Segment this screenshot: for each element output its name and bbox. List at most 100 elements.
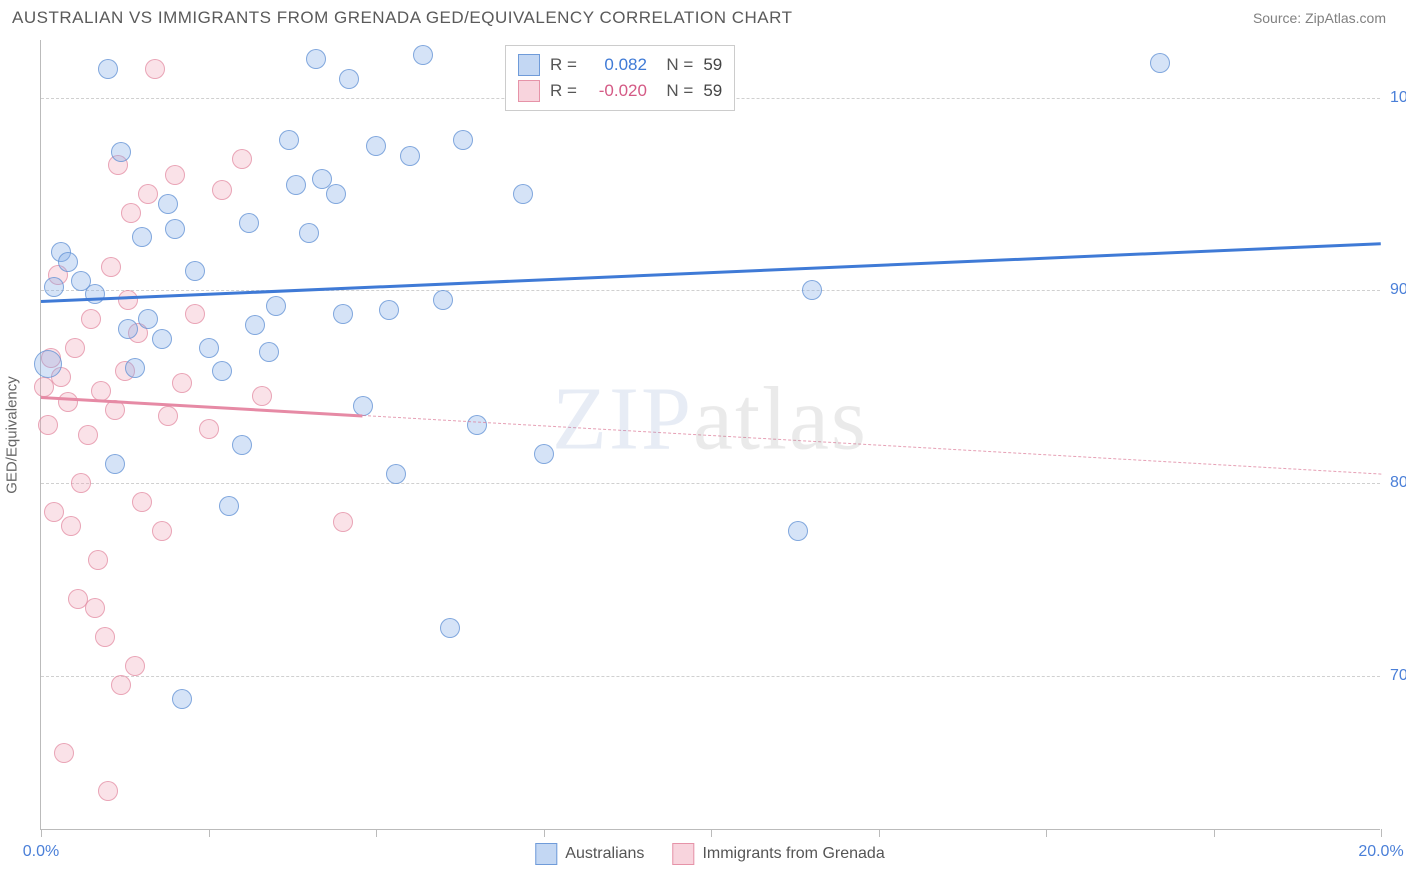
scatter-point [105, 454, 125, 474]
x-tick [376, 829, 377, 837]
chart-title: AUSTRALIAN VS IMMIGRANTS FROM GRENADA GE… [12, 8, 792, 28]
x-tick [209, 829, 210, 837]
scatter-point [85, 284, 105, 304]
trend-line [41, 396, 363, 417]
gridline [41, 483, 1380, 484]
scatter-point [44, 277, 64, 297]
scatter-point [81, 309, 101, 329]
scatter-point [111, 142, 131, 162]
scatter-point [185, 304, 205, 324]
scatter-point [232, 149, 252, 169]
scatter-point [61, 516, 81, 536]
scatter-point [88, 550, 108, 570]
scatter-point [34, 350, 62, 378]
scatter-point [232, 435, 252, 455]
scatter-point [333, 304, 353, 324]
y-axis-label: GED/Equivalency [4, 376, 21, 494]
scatter-point [172, 373, 192, 393]
r-label: R = [550, 55, 577, 75]
x-tick-label: 0.0% [23, 843, 59, 861]
scatter-point [386, 464, 406, 484]
scatter-point [91, 381, 111, 401]
scatter-point [111, 675, 131, 695]
scatter-point [306, 49, 326, 69]
swatch-pink-icon [672, 843, 694, 865]
y-tick-label: 70.0% [1390, 667, 1406, 685]
scatter-point [85, 598, 105, 618]
scatter-point [379, 300, 399, 320]
scatter-point [65, 338, 85, 358]
r-value-blue: 0.082 [587, 55, 647, 75]
scatter-point [534, 444, 554, 464]
scatter-point [400, 146, 420, 166]
legend-label-grenada: Immigrants from Grenada [702, 845, 884, 863]
gridline [41, 676, 1380, 677]
scatter-point [138, 184, 158, 204]
scatter-point [78, 425, 98, 445]
scatter-point [326, 184, 346, 204]
scatter-point [239, 213, 259, 233]
scatter-point [138, 309, 158, 329]
r-value-pink: -0.020 [587, 81, 647, 101]
swatch-blue-icon [535, 843, 557, 865]
scatter-point [172, 689, 192, 709]
r-label: R = [550, 81, 577, 101]
n-value-pink: 59 [703, 81, 722, 101]
scatter-point [413, 45, 433, 65]
x-tick [1046, 829, 1047, 837]
scatter-point [433, 290, 453, 310]
scatter-point [132, 227, 152, 247]
stats-row-blue: R = 0.082 N = 59 [518, 52, 722, 78]
stats-legend: R = 0.082 N = 59 R = -0.020 N = 59 [505, 45, 735, 111]
x-tick [544, 829, 545, 837]
n-label: N = [657, 81, 693, 101]
scatter-point [44, 502, 64, 522]
scatter-point [58, 252, 78, 272]
swatch-blue-icon [518, 54, 540, 76]
chart-container: 70.0%80.0%90.0%100.0%0.0%20.0% GED/Equiv… [40, 40, 1380, 830]
scatter-point [453, 130, 473, 150]
scatter-point [71, 473, 91, 493]
scatter-point [125, 358, 145, 378]
scatter-point [165, 219, 185, 239]
scatter-point [266, 296, 286, 316]
x-tick [1381, 829, 1382, 837]
chart-source: Source: ZipAtlas.com [1253, 10, 1386, 26]
legend-label-australians: Australians [565, 845, 644, 863]
scatter-point [212, 361, 232, 381]
y-tick-label: 90.0% [1390, 281, 1406, 299]
scatter-point [279, 130, 299, 150]
n-value-blue: 59 [703, 55, 722, 75]
scatter-point [245, 315, 265, 335]
scatter-point [121, 203, 141, 223]
scatter-point [299, 223, 319, 243]
scatter-point [1150, 53, 1170, 73]
x-tick [1214, 829, 1215, 837]
plot-area: 70.0%80.0%90.0%100.0%0.0%20.0% [40, 40, 1380, 830]
scatter-point [152, 329, 172, 349]
scatter-point [212, 180, 232, 200]
x-tick [879, 829, 880, 837]
scatter-point [339, 69, 359, 89]
scatter-point [259, 342, 279, 362]
scatter-point [366, 136, 386, 156]
scatter-point [185, 261, 205, 281]
scatter-point [58, 392, 78, 412]
x-tick [711, 829, 712, 837]
scatter-point [145, 59, 165, 79]
scatter-point [101, 257, 121, 277]
scatter-point [788, 521, 808, 541]
scatter-point [467, 415, 487, 435]
scatter-point [158, 406, 178, 426]
swatch-pink-icon [518, 80, 540, 102]
scatter-point [802, 280, 822, 300]
scatter-point [199, 338, 219, 358]
scatter-point [152, 521, 172, 541]
x-tick-label: 20.0% [1358, 843, 1403, 861]
scatter-point [118, 319, 138, 339]
trend-line [41, 242, 1381, 302]
scatter-point [333, 512, 353, 532]
scatter-point [98, 59, 118, 79]
legend-item-australians: Australians [535, 843, 644, 865]
scatter-point [440, 618, 460, 638]
